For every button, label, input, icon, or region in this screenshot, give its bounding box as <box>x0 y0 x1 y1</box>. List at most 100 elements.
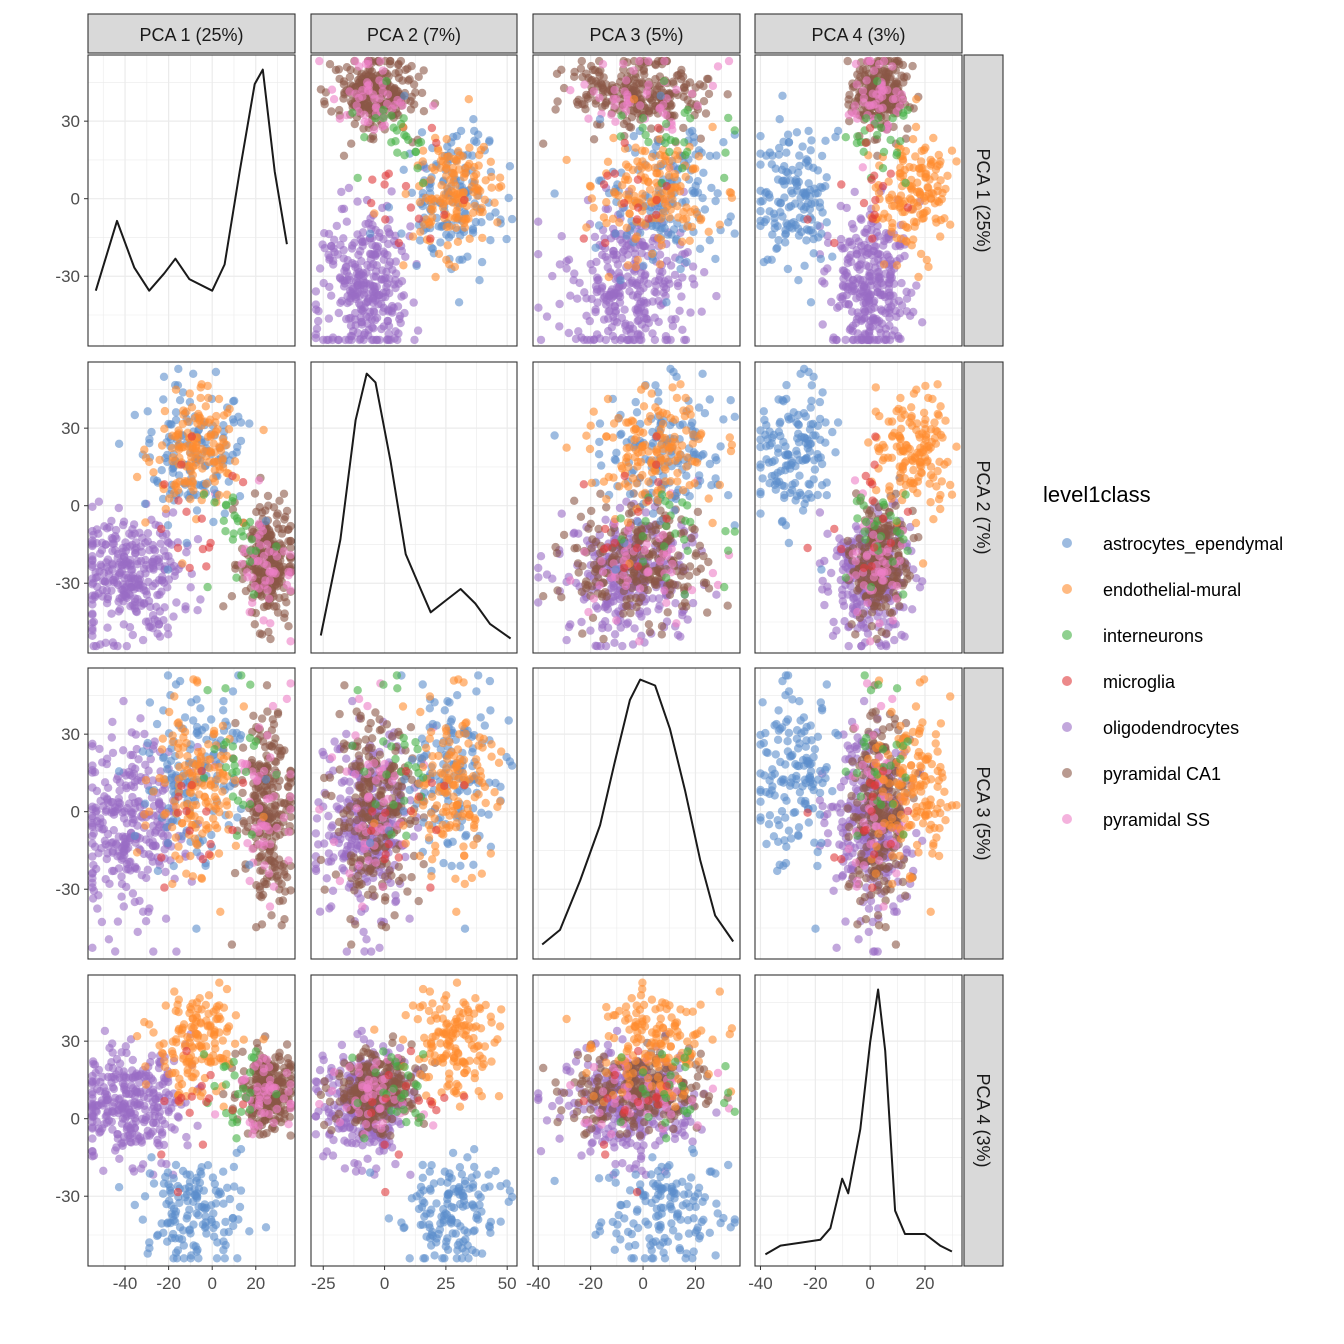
data-point <box>903 105 912 115</box>
data-point <box>610 538 619 548</box>
data-point <box>851 233 861 243</box>
data-point <box>589 87 599 96</box>
data-point <box>660 56 669 66</box>
data-point <box>397 292 406 301</box>
data-point <box>569 529 578 538</box>
data-point <box>641 130 650 140</box>
data-point <box>586 519 595 528</box>
data-point <box>686 308 695 317</box>
data-point <box>867 250 876 260</box>
panel-r1-c3 <box>532 54 741 347</box>
data-point <box>875 324 884 334</box>
data-point <box>221 527 230 536</box>
data-point <box>183 417 192 426</box>
data-point <box>620 138 629 148</box>
panel-r1-c4 <box>754 54 963 347</box>
data-point <box>414 72 423 82</box>
data-point <box>662 181 671 191</box>
data-point <box>428 202 437 211</box>
data-point <box>808 228 818 237</box>
data-point <box>196 393 205 403</box>
data-point <box>629 95 639 104</box>
data-point <box>877 306 887 316</box>
data-point <box>803 215 812 224</box>
panel-background <box>88 55 295 346</box>
data-point <box>574 327 583 336</box>
data-point <box>472 138 481 147</box>
data-point <box>555 260 565 269</box>
data-point <box>129 585 139 594</box>
data-point <box>435 196 444 206</box>
data-point <box>174 471 184 480</box>
data-point <box>286 550 295 560</box>
data-point <box>892 195 901 204</box>
data-point <box>622 552 631 561</box>
data-point <box>237 559 246 569</box>
data-point <box>365 229 375 238</box>
data-point <box>443 183 452 192</box>
data-point <box>659 530 668 539</box>
data-point <box>487 183 496 192</box>
data-point <box>818 208 827 217</box>
data-point <box>204 393 213 403</box>
data-point <box>425 220 435 229</box>
data-point <box>497 182 506 191</box>
data-point <box>335 273 345 282</box>
data-point <box>601 101 610 110</box>
data-point <box>813 221 822 230</box>
data-point <box>721 148 730 157</box>
data-point <box>639 176 649 185</box>
data-point <box>404 76 413 85</box>
data-point <box>221 500 231 509</box>
data-point <box>342 217 351 226</box>
data-point <box>342 62 352 72</box>
data-point <box>635 161 645 171</box>
data-point <box>778 91 787 101</box>
data-point <box>589 594 599 603</box>
data-point <box>644 137 653 147</box>
data-point <box>219 602 228 611</box>
data-point <box>712 590 721 599</box>
data-point <box>186 466 196 476</box>
data-point <box>715 480 724 490</box>
data-point <box>594 450 604 459</box>
data-point <box>929 133 938 143</box>
data-point <box>576 64 586 73</box>
data-point <box>255 530 264 539</box>
data-point <box>673 630 683 640</box>
data-point <box>936 157 945 166</box>
data-point <box>316 85 326 94</box>
data-point <box>142 561 151 570</box>
data-point <box>181 605 190 614</box>
data-point <box>775 143 784 153</box>
data-point <box>632 543 642 553</box>
data-point <box>387 111 396 120</box>
panel-border <box>310 361 518 654</box>
data-point <box>148 540 157 550</box>
data-point <box>458 255 467 264</box>
data-point <box>679 406 688 415</box>
data-point <box>844 300 853 309</box>
data-point <box>700 205 710 214</box>
data-point <box>620 198 629 208</box>
data-point <box>756 197 765 206</box>
data-point <box>566 576 575 585</box>
y-tick-label: 0 <box>71 190 80 209</box>
data-point <box>724 218 733 227</box>
data-point <box>665 163 674 173</box>
data-point <box>390 100 399 110</box>
data-point <box>107 609 116 618</box>
data-point <box>399 261 408 270</box>
data-point <box>539 592 548 601</box>
data-point <box>172 598 181 607</box>
data-point <box>382 287 391 296</box>
data-point <box>368 90 378 99</box>
data-point <box>354 62 364 71</box>
data-point <box>617 461 626 471</box>
data-point <box>333 335 343 345</box>
data-point <box>724 491 733 500</box>
data-point <box>272 552 282 561</box>
data-point <box>278 524 287 534</box>
data-point <box>566 86 575 95</box>
data-point <box>211 367 221 377</box>
